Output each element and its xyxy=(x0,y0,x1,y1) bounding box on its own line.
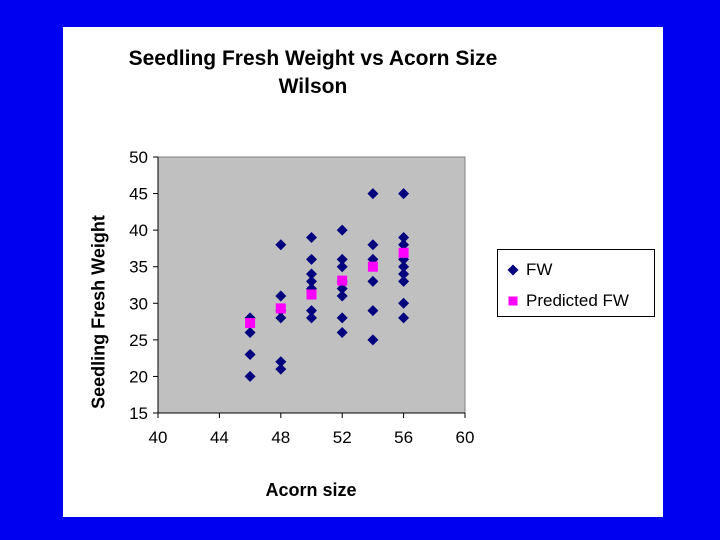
x-tick-label: 56 xyxy=(394,428,413,447)
predicted-fw-data-point xyxy=(275,303,286,314)
fw-data-point xyxy=(275,290,287,302)
predicted-fw-data-point xyxy=(306,289,317,300)
fw-data-point xyxy=(367,188,379,200)
fw-data-point xyxy=(306,305,317,317)
fw-data-point xyxy=(336,253,348,265)
fw-data-point xyxy=(336,312,348,324)
fw-data-point xyxy=(398,275,410,287)
fw-data-point xyxy=(367,305,379,317)
chart-slide: Seedling Fresh Weight vs Acorn Size Wils… xyxy=(63,27,663,517)
fw-data-point xyxy=(336,224,348,236)
fw-data-point xyxy=(244,327,256,339)
x-tick-label: 52 xyxy=(333,428,352,447)
x-tick-label: 48 xyxy=(271,428,290,447)
predicted-fw-data-point xyxy=(367,261,378,272)
legend-item-predicted-fw: Predicted FW xyxy=(506,289,629,313)
y-tick-label: 25 xyxy=(129,331,148,350)
fw-data-point xyxy=(336,327,348,339)
x-axis-label: Acorn size xyxy=(265,480,357,500)
fw-data-point xyxy=(398,239,410,251)
fw-data-point xyxy=(398,261,410,273)
square-marker-icon xyxy=(506,294,520,308)
y-tick-label: 45 xyxy=(129,185,148,204)
fw-data-point xyxy=(336,290,348,302)
y-tick-label: 30 xyxy=(129,294,148,313)
fw-data-point xyxy=(244,370,256,382)
fw-data-point xyxy=(306,253,317,265)
fw-data-point xyxy=(398,312,410,324)
y-tick-label: 35 xyxy=(129,258,148,277)
fw-data-point xyxy=(336,283,348,295)
fw-data-point xyxy=(367,239,379,251)
y-tick-label: 15 xyxy=(129,404,148,423)
legend-label-fw: FW xyxy=(526,260,553,279)
legend-label-predicted-fw: Predicted FW xyxy=(526,291,629,310)
fw-data-point xyxy=(275,312,287,324)
fw-data-point xyxy=(275,363,287,375)
fw-data-point xyxy=(398,231,410,243)
fw-data-point xyxy=(275,356,287,368)
x-tick-label: 60 xyxy=(456,428,475,447)
fw-data-point xyxy=(336,261,348,273)
fw-data-point xyxy=(306,275,317,287)
chart-title: Seedling Fresh Weight vs Acorn Size Wils… xyxy=(63,45,563,101)
fw-data-point xyxy=(306,268,317,280)
fw-data-point xyxy=(275,239,287,251)
fw-data-point xyxy=(398,268,410,280)
x-tick-label: 44 xyxy=(210,428,229,447)
y-tick-label: 50 xyxy=(129,148,148,167)
chart-title-main: Seedling Fresh Weight vs Acorn Size xyxy=(128,47,498,70)
predicted-fw-data-point xyxy=(398,247,409,258)
scatter-plot: 15 20 25 30 35 40 45 50 40 44 48 52 56 60 xyxy=(129,148,475,447)
fw-data-point xyxy=(398,297,410,309)
chart-subtitle: Wilson xyxy=(278,75,348,98)
predicted-fw-data-point xyxy=(337,275,348,286)
fw-data-point xyxy=(398,188,410,200)
x-tick-label: 40 xyxy=(149,428,168,447)
y-tick-label: 20 xyxy=(129,367,148,386)
fw-data-point xyxy=(306,231,317,243)
chart-legend: FW Predicted FW xyxy=(497,249,655,317)
fw-data-point xyxy=(367,275,379,287)
legend-item-fw: FW xyxy=(506,258,552,282)
fw-data-point xyxy=(367,334,379,346)
predicted-fw-data-point xyxy=(245,318,256,329)
y-tick-label: 40 xyxy=(129,221,148,240)
fw-data-point xyxy=(306,312,317,324)
diamond-marker-icon xyxy=(506,263,520,277)
fw-data-point xyxy=(244,348,256,360)
